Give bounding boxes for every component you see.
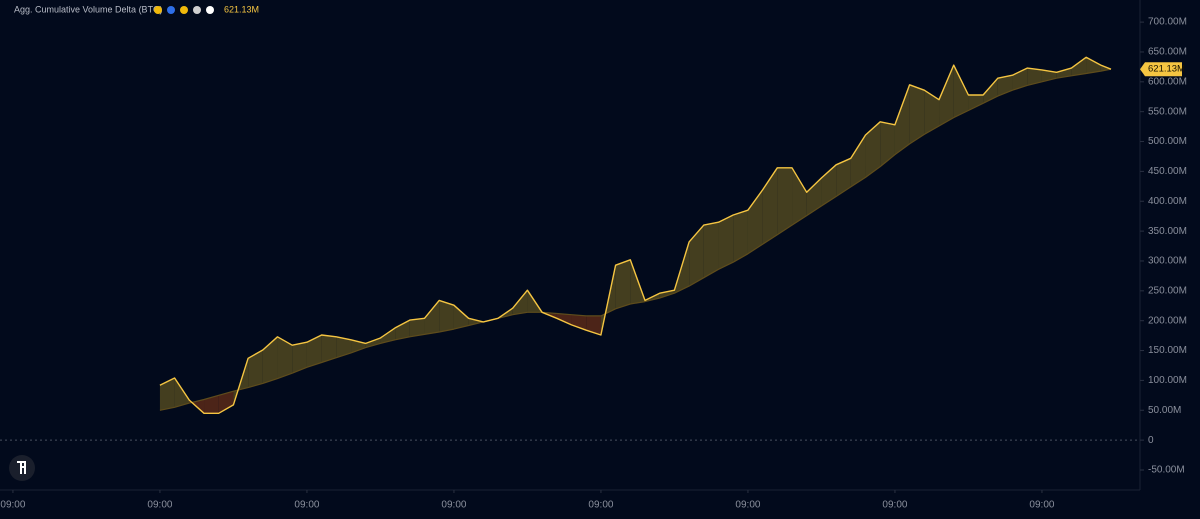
fill-segment	[983, 78, 998, 104]
fill-segment	[777, 167, 793, 235]
y-tick-label: 550.00M	[1148, 106, 1187, 117]
y-tick-label: 0	[1148, 435, 1154, 446]
fill-segment	[1056, 68, 1072, 79]
fill-segment	[894, 84, 910, 155]
fill-segment	[968, 94, 984, 111]
x-tick-label: 09:00	[441, 500, 466, 511]
logo	[9, 455, 35, 481]
fill-segment	[659, 290, 675, 299]
fill-segment	[733, 210, 748, 263]
fill-segment	[439, 300, 454, 333]
current-value-box	[1140, 62, 1182, 77]
x-tick-label: 09:00	[147, 500, 172, 511]
cvd-line	[159, 56, 1112, 414]
fill-segment	[277, 336, 293, 379]
chart-title: Agg. Cumulative Volume Delta (BTC)	[14, 4, 163, 14]
fill-segment	[850, 134, 866, 187]
fill-segment	[380, 327, 396, 344]
fill-segment	[174, 378, 190, 408]
y-tick-label: 350.00M	[1148, 226, 1187, 237]
fill-segment	[571, 314, 587, 331]
y-tick-label: 500.00M	[1148, 136, 1187, 147]
fill-segment	[1086, 57, 1101, 74]
fill-segment	[997, 75, 1013, 97]
fill-segment	[159, 378, 175, 411]
fill-segment	[424, 300, 440, 335]
fill-segment	[1027, 68, 1042, 86]
fill-segment	[409, 318, 425, 337]
x-tick-label: 09:00	[294, 500, 319, 511]
y-tick-label: 650.00M	[1148, 47, 1187, 58]
fill-segment	[336, 336, 352, 358]
y-tick-label: 300.00M	[1148, 256, 1187, 267]
fill-segment	[292, 342, 307, 374]
y-tick-label: 150.00M	[1148, 345, 1187, 356]
fill-segment	[939, 65, 954, 127]
fill-segment	[718, 214, 734, 270]
fill-segment	[806, 177, 822, 216]
y-tick-label: 450.00M	[1148, 166, 1187, 177]
y-tick-label: 200.00M	[1148, 315, 1187, 326]
fill-segment	[453, 305, 469, 330]
fill-segment	[909, 84, 925, 144]
fill-segment	[703, 222, 719, 278]
x-tick-label: 09:00	[735, 500, 760, 511]
fill-segment	[248, 349, 263, 388]
fill-segment	[218, 391, 234, 414]
fill-segment	[306, 335, 322, 368]
exchange-icons	[154, 6, 214, 14]
y-tick-label: -50.00M	[1148, 465, 1185, 476]
y-tick-label: 100.00M	[1148, 375, 1187, 386]
x-tick-label: 09:00	[0, 500, 25, 511]
y-tick-label: 700.00M	[1148, 17, 1187, 28]
fill-segment	[953, 65, 969, 118]
fill-segment	[1071, 57, 1087, 76]
fill-segment	[586, 315, 601, 336]
fill-segment	[924, 90, 940, 135]
fill-segment	[365, 338, 381, 348]
fill-segment	[836, 158, 851, 197]
x-tick-label: 09:00	[1029, 500, 1054, 511]
fill-segment	[865, 121, 881, 178]
fill-segment	[321, 335, 337, 363]
average-line	[159, 68, 1112, 411]
y-tick-label: 400.00M	[1148, 196, 1187, 207]
fill-segment	[792, 167, 807, 226]
fill-segment	[689, 225, 704, 287]
fill-segment	[204, 395, 219, 414]
fill-segment	[262, 336, 278, 384]
fill-segment	[468, 318, 484, 326]
y-tick-label: 250.00M	[1148, 285, 1187, 296]
fill-segment	[395, 320, 410, 340]
fill-segment	[512, 290, 528, 315]
x-tick-label: 09:00	[588, 500, 613, 511]
fill-segment	[880, 121, 895, 167]
current-value-label: 621.13M	[1148, 64, 1185, 75]
y-tick-label: 50.00M	[1148, 405, 1181, 416]
header-value: 621.13M	[224, 4, 259, 14]
x-tick-label: 09:00	[882, 500, 907, 511]
fill-segment	[556, 313, 572, 325]
fill-segment	[762, 167, 778, 245]
y-tick-label: 600.00M	[1148, 76, 1187, 87]
fill-segment	[615, 259, 631, 309]
